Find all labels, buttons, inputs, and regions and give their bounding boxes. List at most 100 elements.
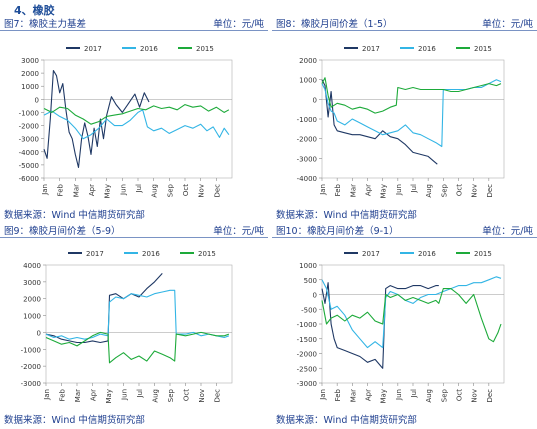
y-tick-label: 2000 (21, 70, 39, 78)
legend-label-2015: 2015 (198, 250, 216, 258)
plot-frame (43, 59, 233, 179)
x-tick-label: Nov (471, 184, 479, 198)
x-tick-label: Apr (90, 389, 98, 401)
x-tick-label: Apr (88, 184, 96, 196)
series-line-2016 (321, 276, 502, 349)
series-line-2017 (43, 69, 150, 169)
y-tick-label: 3000 (23, 279, 41, 287)
x-tick-label: May (380, 184, 388, 198)
x-tick-label: Aug (151, 184, 159, 198)
x-tick-label: Sep (166, 183, 174, 197)
x-tick-label: Jun (119, 184, 127, 196)
x-tick-label: Aug (425, 184, 433, 198)
legend-label-2016: 2016 (140, 45, 158, 53)
x-tick-label: Dec (486, 184, 494, 198)
x-tick-label: Oct (456, 389, 464, 401)
x-tick-label: Dec (213, 184, 221, 198)
y-tick-label: 0 (313, 96, 317, 104)
x-tick-label: Aug (152, 389, 160, 403)
legend-label-2016: 2016 (418, 250, 436, 258)
y-tick-label: -3000 (297, 155, 317, 163)
y-tick-label: 0 (37, 329, 41, 337)
y-tick-label: -5000 (19, 162, 39, 170)
fig8-rule (272, 30, 537, 31)
y-tick-label: -2000 (297, 136, 317, 144)
x-tick-label: Sep (167, 388, 175, 402)
y-tick-label: 2000 (23, 296, 41, 304)
x-tick-label: Mar (349, 389, 357, 402)
x-tick-label: Dec (486, 389, 494, 403)
legend-label-2017: 2017 (362, 250, 380, 258)
series-line-2016 (321, 79, 502, 148)
y-tick-label: -2500 (297, 365, 317, 373)
x-tick-label: May (104, 184, 112, 198)
fig9-source: 数据来源：Wind 中信期货研究部 (4, 415, 145, 426)
x-tick-label: Feb (57, 183, 65, 196)
y-tick-label: -3000 (19, 136, 39, 144)
x-tick-label: Jan (41, 184, 49, 196)
legend-label-2015: 2015 (196, 45, 214, 53)
y-tick-label: -4000 (297, 175, 317, 183)
fig9-rule (0, 237, 268, 238)
y-tick-label: -1000 (297, 116, 317, 124)
x-tick-label: Jan (319, 184, 327, 196)
x-tick-label: Oct (456, 184, 464, 196)
y-tick-label: -3000 (297, 380, 317, 388)
x-tick-label: Feb (59, 388, 67, 401)
series-line-2017 (321, 79, 438, 165)
series-line-2015 (45, 331, 230, 364)
x-tick-label: Mar (349, 184, 357, 197)
fig7-rule (0, 30, 268, 31)
y-tick-label: 1000 (23, 313, 41, 321)
y-tick-label: -6000 (19, 175, 39, 183)
y-tick-label: 0 (313, 292, 317, 300)
section-title: 4、橡胶 (14, 4, 55, 17)
x-tick-label: Oct (182, 184, 190, 196)
fig10-caption: 图10：橡胶月间价差（9-1） 单位：元/吨 (272, 223, 537, 237)
series-line-2015 (321, 288, 502, 343)
legend-label-2017: 2017 (86, 250, 104, 258)
fig10-chart: 1000 500 0 -500 -1000 -1500 -2000 -2500 -3000Jan… (297, 250, 505, 403)
x-tick-label: Jul (135, 184, 143, 194)
plot-frame (321, 59, 505, 179)
x-tick-label: Oct (183, 389, 191, 401)
legend-label-2017: 2017 (84, 45, 102, 53)
x-tick-label: Feb (334, 183, 342, 196)
y-tick-label: 2000 (299, 57, 317, 65)
fig9-unit: 单位：元/吨 (213, 226, 264, 237)
fig7-caption: 图7：橡胶主力基差 单位：元/吨 (0, 16, 268, 30)
y-tick-label: 1000 (299, 262, 317, 270)
x-tick-label: May (105, 389, 113, 403)
x-tick-label: Sep (440, 388, 448, 402)
x-tick-label: Apr (365, 389, 373, 401)
y-tick-label: 3000 (21, 57, 39, 65)
x-tick-label: Nov (198, 184, 206, 198)
series-line-2016 (45, 289, 230, 340)
fig9-caption: 图9：橡胶月间价差（5-9） 单位：元/吨 (0, 223, 268, 237)
x-tick-label: Apr (365, 184, 373, 196)
series-line-2017 (321, 282, 439, 369)
y-tick-label: -1000 (21, 346, 41, 354)
x-tick-label: Nov (198, 389, 206, 403)
series-line-2015 (43, 104, 230, 125)
legend-label-2016: 2016 (418, 45, 436, 53)
y-tick-label: -1000 (19, 109, 39, 117)
legend-label-2017: 2017 (362, 45, 380, 53)
x-tick-label: Jan (43, 389, 51, 401)
x-tick-label: May (380, 389, 388, 403)
y-tick-label: 4000 (23, 262, 41, 270)
y-tick-label: -4000 (19, 149, 39, 157)
y-tick-label: 1000 (299, 77, 317, 85)
y-tick-label: 1000 (21, 83, 39, 91)
fig9-title: 图9：橡胶月间价差（5-9） (4, 226, 121, 237)
x-tick-label: Jun (395, 184, 403, 196)
x-tick-label: Nov (471, 389, 479, 403)
y-tick-label: -500 (301, 306, 317, 314)
fig7-unit: 单位：元/吨 (213, 19, 264, 30)
fig8-title: 图8：橡胶月间价差（1-5） (276, 19, 393, 30)
x-tick-label: Jan (319, 389, 327, 401)
x-tick-label: Dec (214, 389, 222, 403)
x-tick-label: Mar (72, 184, 80, 197)
x-tick-label: Jun (395, 389, 403, 401)
